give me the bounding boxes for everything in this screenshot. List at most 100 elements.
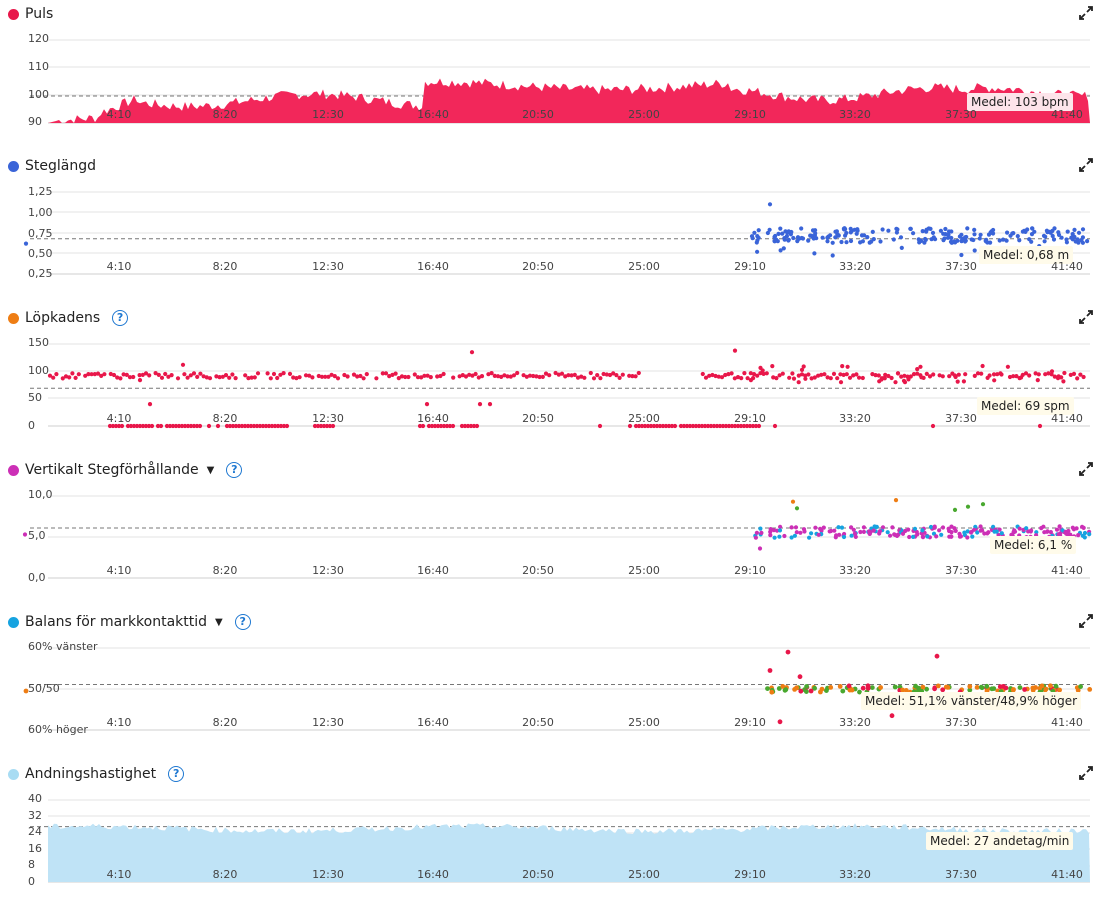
- vertical-ratio-point: [794, 530, 799, 535]
- cadence-point: [937, 373, 942, 378]
- cadence-point: [690, 423, 696, 429]
- vertical-ratio-point: [813, 525, 818, 530]
- cadence-point: [155, 423, 161, 429]
- help-icon[interactable]: ?: [112, 310, 129, 326]
- cadence-point: [620, 372, 625, 377]
- x-tick: 20:50: [522, 868, 554, 881]
- cadence-point: [441, 371, 446, 377]
- cadence-point: [63, 374, 69, 379]
- cadence-point: [799, 367, 805, 372]
- cadence-point: [543, 371, 549, 376]
- series-color-dot: [8, 312, 19, 324]
- vertical-ratio-point: [1054, 527, 1060, 532]
- balance-point: [967, 687, 973, 693]
- y-tick: 1,25: [28, 185, 53, 198]
- stride-point: [977, 236, 982, 241]
- vertical-ratio-point: [925, 534, 930, 539]
- help-icon[interactable]: ?: [226, 462, 243, 478]
- cadence-point: [118, 376, 123, 381]
- expand-icon[interactable]: [1079, 462, 1093, 476]
- stride-point: [844, 230, 849, 236]
- cadence-point: [113, 423, 119, 429]
- cadence-point: [143, 423, 149, 429]
- cadence-point: [175, 376, 181, 381]
- cadence-point: [999, 372, 1004, 377]
- cadence-point: [315, 423, 321, 429]
- cadence-point: [1033, 371, 1038, 376]
- panel-title: Löpkadens: [25, 310, 101, 326]
- balance-point: [828, 685, 834, 690]
- balance-point: [780, 684, 786, 689]
- cadence-point: [191, 423, 197, 429]
- y-tick: 100: [28, 88, 49, 101]
- cadence-point: [1023, 371, 1029, 376]
- cadence-point: [559, 371, 565, 376]
- vertical-ratio-point: [1080, 533, 1085, 538]
- stride-point: [765, 230, 771, 236]
- x-tick: 20:50: [522, 412, 554, 425]
- stride-point: [848, 226, 853, 231]
- expand-icon[interactable]: [1079, 158, 1093, 172]
- expand-icon[interactable]: [1079, 766, 1093, 780]
- cadence-point: [233, 423, 239, 429]
- cadence-point: [415, 375, 421, 380]
- stride-point: [800, 236, 806, 241]
- expand-icon[interactable]: [1079, 310, 1093, 324]
- cadence-point: [134, 423, 140, 429]
- cadence-point: [195, 374, 200, 379]
- stride-point: [923, 237, 928, 242]
- stride-point: [1041, 233, 1047, 238]
- cadence-point: [955, 379, 960, 384]
- cadence-point: [893, 380, 898, 385]
- x-tick: 25:00: [628, 868, 660, 881]
- cadence-point: [428, 375, 433, 380]
- help-icon[interactable]: ?: [168, 766, 185, 782]
- cadence-point: [358, 373, 363, 379]
- vertical-ratio-point: [1045, 529, 1050, 534]
- cadence-point: [708, 423, 714, 429]
- x-tick: 4:10: [106, 716, 132, 729]
- cadence-point: [758, 365, 763, 370]
- stride-point: [1076, 230, 1082, 235]
- dropdown-caret-icon[interactable]: ▼: [215, 616, 223, 628]
- stride-point: [813, 231, 818, 236]
- vertical-ratio-point: [1048, 530, 1053, 535]
- cadence-point: [809, 376, 814, 381]
- expand-icon[interactable]: [1079, 614, 1093, 628]
- cadence-point: [703, 375, 709, 380]
- cadence-point: [396, 376, 401, 381]
- vertical-ratio-point: [851, 527, 856, 532]
- dropdown-caret-icon[interactable]: ▼: [206, 464, 215, 476]
- cadence-point: [741, 423, 747, 429]
- balance-point: [1087, 687, 1093, 692]
- expand-icon[interactable]: [1079, 6, 1093, 20]
- vertical-ratio-point: [912, 526, 918, 531]
- cadence-point: [636, 423, 642, 429]
- x-tick: 20:50: [522, 108, 554, 121]
- cadence-point: [246, 376, 251, 381]
- balance-point: [777, 719, 783, 725]
- x-tick: 29:10: [734, 868, 766, 881]
- cadence-point: [107, 423, 113, 429]
- balance-point: [892, 684, 898, 690]
- cadence-point: [790, 371, 795, 376]
- cadence-point: [217, 375, 222, 380]
- cadence-point: [242, 423, 248, 429]
- stride-point: [1017, 238, 1022, 243]
- stride-point: [783, 229, 788, 234]
- vertical-ratio-point: [22, 532, 28, 537]
- stride-point: [963, 238, 968, 243]
- stride-point: [955, 238, 960, 243]
- cadence-point: [669, 423, 675, 429]
- stride-point: [855, 227, 860, 232]
- help-icon[interactable]: ?: [234, 614, 251, 630]
- cadence-point: [125, 423, 131, 429]
- balance-point: [878, 685, 883, 690]
- vertical-ratio-point: [789, 525, 794, 530]
- cadence-point: [657, 423, 663, 429]
- cadence-point: [462, 423, 468, 429]
- stride-point: [886, 228, 891, 233]
- x-tick: 12:30: [312, 412, 344, 425]
- vertical-ratio-point: [849, 525, 854, 530]
- cadence-point: [556, 372, 561, 377]
